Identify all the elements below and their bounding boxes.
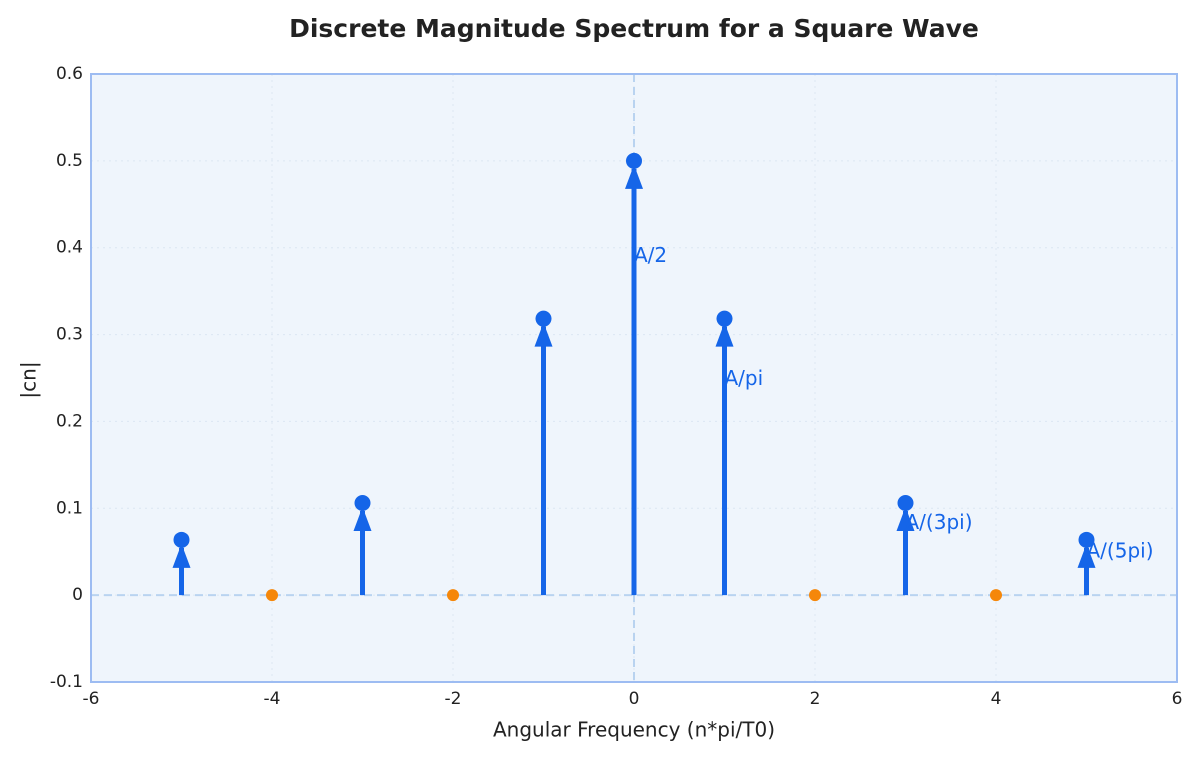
arrow-head bbox=[715, 322, 734, 347]
x-tick-label: 0 bbox=[629, 689, 640, 709]
y-tick-label: 0.4 bbox=[56, 238, 83, 258]
x-tick-label: -6 bbox=[83, 689, 100, 709]
y-tick-label: 0.1 bbox=[56, 498, 83, 518]
stem-marker bbox=[809, 589, 821, 602]
arrow-head bbox=[353, 506, 372, 531]
chart-title: Discrete Magnitude Spectrum for a Square… bbox=[289, 14, 979, 43]
annotation: A/pi bbox=[725, 366, 764, 390]
x-tick-label: 6 bbox=[1172, 689, 1183, 709]
x-axis-label: Angular Frequency (n*pi/T0) bbox=[493, 718, 775, 742]
arrow-head bbox=[172, 543, 191, 568]
y-tick-label: 0 bbox=[72, 585, 83, 605]
x-tick-label: 2 bbox=[810, 689, 821, 709]
stem-marker bbox=[626, 152, 642, 169]
y-tick-label: 0.6 bbox=[56, 64, 83, 84]
stem-marker bbox=[897, 494, 914, 511]
y-tick-label: 0.2 bbox=[56, 411, 83, 431]
x-tick-label: -2 bbox=[445, 689, 462, 709]
stem-marker bbox=[266, 589, 278, 602]
stem-marker bbox=[1078, 531, 1095, 548]
y-tick-label: 0.3 bbox=[56, 325, 83, 345]
x-tick-label: 4 bbox=[991, 689, 1002, 709]
y-axis-label: |cn| bbox=[17, 361, 41, 398]
stem-marker bbox=[354, 494, 371, 511]
y-tick-label: -0.1 bbox=[50, 672, 83, 692]
stem-marker bbox=[535, 310, 552, 327]
x-tick-label: -4 bbox=[264, 689, 281, 709]
annotation: A/(5pi) bbox=[1087, 538, 1154, 562]
arrow-head bbox=[534, 322, 553, 347]
annotation: A/(3pi) bbox=[906, 510, 973, 534]
stem-marker bbox=[447, 589, 459, 602]
stem-marker bbox=[990, 589, 1002, 602]
annotation: A/2 bbox=[634, 243, 667, 267]
arrow-head bbox=[896, 506, 915, 531]
arrow-head bbox=[1077, 543, 1096, 568]
plot-border bbox=[90, 73, 1178, 683]
stem-marker bbox=[716, 310, 733, 327]
y-tick-label: 0.5 bbox=[56, 151, 83, 171]
arrow-head bbox=[625, 164, 643, 189]
stem-marker bbox=[173, 531, 190, 548]
